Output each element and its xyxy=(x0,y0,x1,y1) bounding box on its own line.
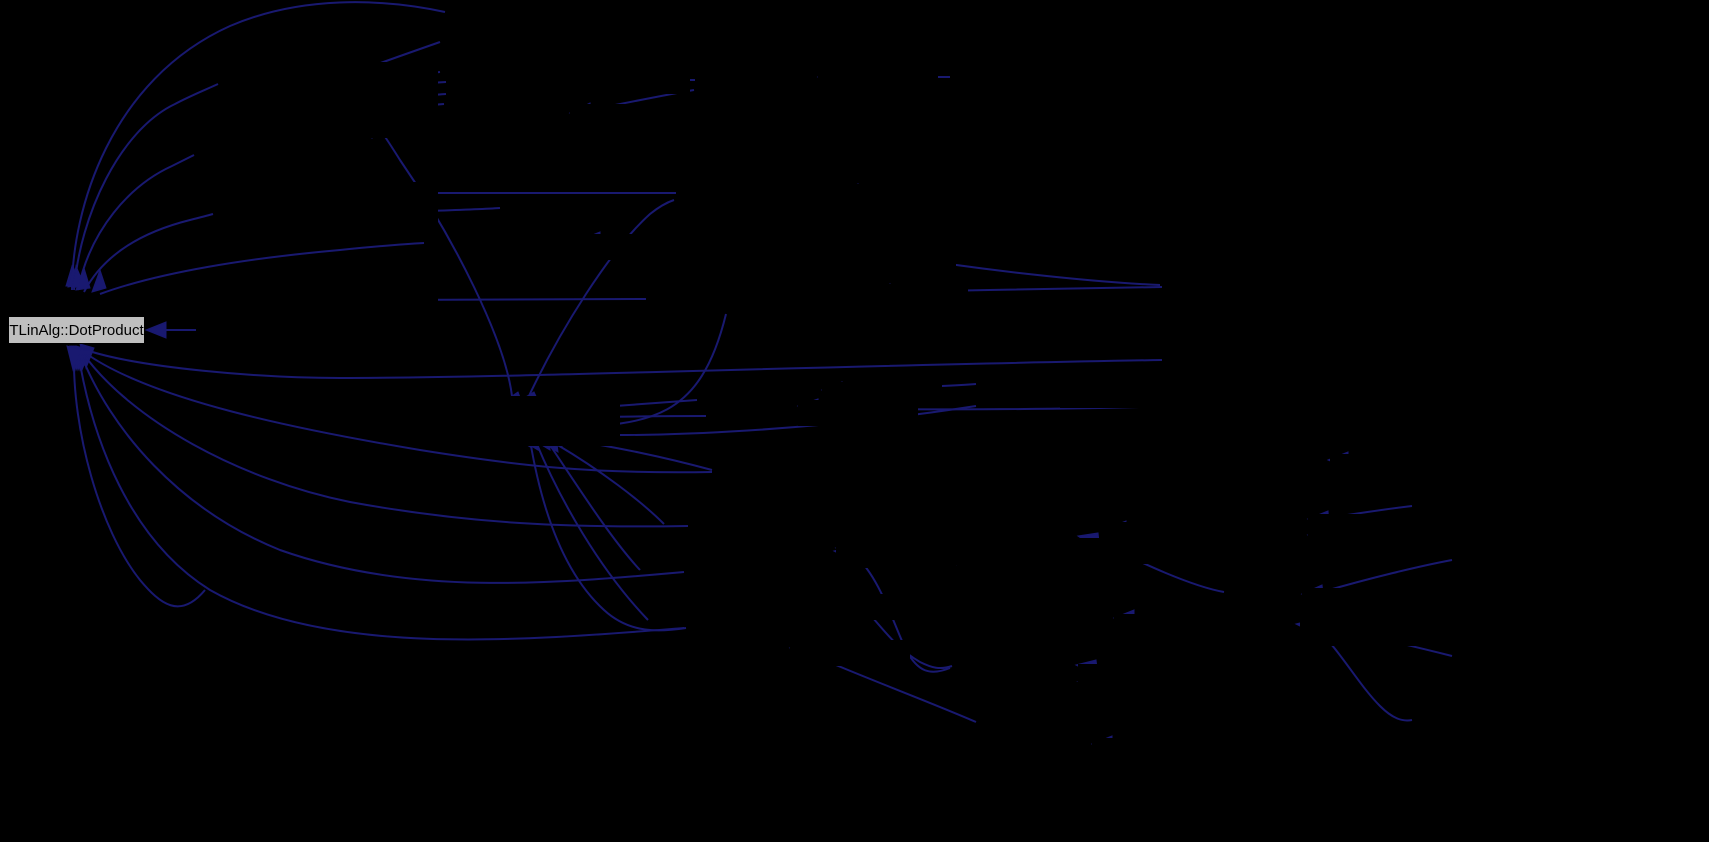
edge-root-arc-4 xyxy=(83,213,214,293)
node-caller-14[interactable] xyxy=(836,184,956,210)
node-caller-31[interactable] xyxy=(1092,738,1212,764)
edge-root-low-6-arrowhead xyxy=(66,345,82,372)
edge-root-low-2 xyxy=(83,351,713,474)
node-caller-37[interactable] xyxy=(1300,620,1420,646)
edge-c7-in-7 xyxy=(1315,627,1413,722)
edge-c3-in-10 xyxy=(535,441,649,621)
edge-c3-in-1 xyxy=(375,123,513,397)
node-caller-30[interactable] xyxy=(1072,682,1192,708)
node-caller-34[interactable] xyxy=(1308,534,1428,560)
edge-root-low-1 xyxy=(85,349,1163,380)
edge-root-straight-right-arrowhead xyxy=(144,321,167,339)
node-caller-0[interactable] xyxy=(318,62,438,88)
edge-root-arc-3 xyxy=(77,154,195,291)
node-caller-21[interactable] xyxy=(836,542,956,568)
edge-root-arc-5 xyxy=(99,242,425,295)
node-caller-24[interactable] xyxy=(1060,382,1180,408)
node-caller-23[interactable] xyxy=(1078,312,1198,338)
edge-root-arc-top xyxy=(71,1,446,291)
edge-root-low-5 xyxy=(77,351,685,641)
node-caller-22[interactable] xyxy=(836,594,956,620)
node-label-tlinalg-dotproduct: TLinAlg::DotProduct xyxy=(9,321,144,339)
node-caller-6[interactable] xyxy=(500,396,620,422)
node-caller-17[interactable] xyxy=(848,304,968,330)
edge-root-arc-2 xyxy=(73,83,219,291)
node-tlinalg-dotproduct[interactable]: TLinAlg::DotProduct xyxy=(8,316,145,344)
node-caller-4[interactable] xyxy=(318,206,438,232)
node-caller-8[interactable] xyxy=(570,68,690,94)
edge-c3-in-8 xyxy=(555,443,665,525)
node-caller-25[interactable] xyxy=(1104,462,1224,488)
node-caller-32[interactable] xyxy=(1330,454,1450,480)
node-caller-10[interactable] xyxy=(598,120,718,146)
node-caller-15[interactable] xyxy=(836,242,956,268)
node-caller-27[interactable] xyxy=(1078,538,1198,564)
node-caller-2[interactable] xyxy=(318,112,438,138)
edge-c7-in-4 xyxy=(1321,559,1453,593)
node-caller-5[interactable] xyxy=(318,290,438,316)
node-caller-12[interactable] xyxy=(790,640,910,666)
edge-c3-in-11 xyxy=(529,439,687,632)
node-caller-19[interactable] xyxy=(798,400,918,426)
edge-root-low-3 xyxy=(81,351,689,528)
node-caller-1[interactable] xyxy=(318,88,438,114)
edge-root-low-4 xyxy=(79,351,685,584)
node-caller-7[interactable] xyxy=(500,420,620,446)
edge-root-arc-4-arrowhead xyxy=(75,266,91,291)
node-caller-11[interactable] xyxy=(578,234,698,260)
edges-group xyxy=(65,1,1453,753)
node-caller-28[interactable] xyxy=(1114,614,1234,640)
edge-root-low-6 xyxy=(72,351,206,608)
edge-root-arc-5-arrowhead xyxy=(91,268,107,293)
edge-c3-in-9 xyxy=(547,441,641,571)
edge-c5-in-12 xyxy=(863,607,953,670)
node-caller-13[interactable] xyxy=(818,68,938,94)
node-caller-3[interactable] xyxy=(318,182,438,208)
